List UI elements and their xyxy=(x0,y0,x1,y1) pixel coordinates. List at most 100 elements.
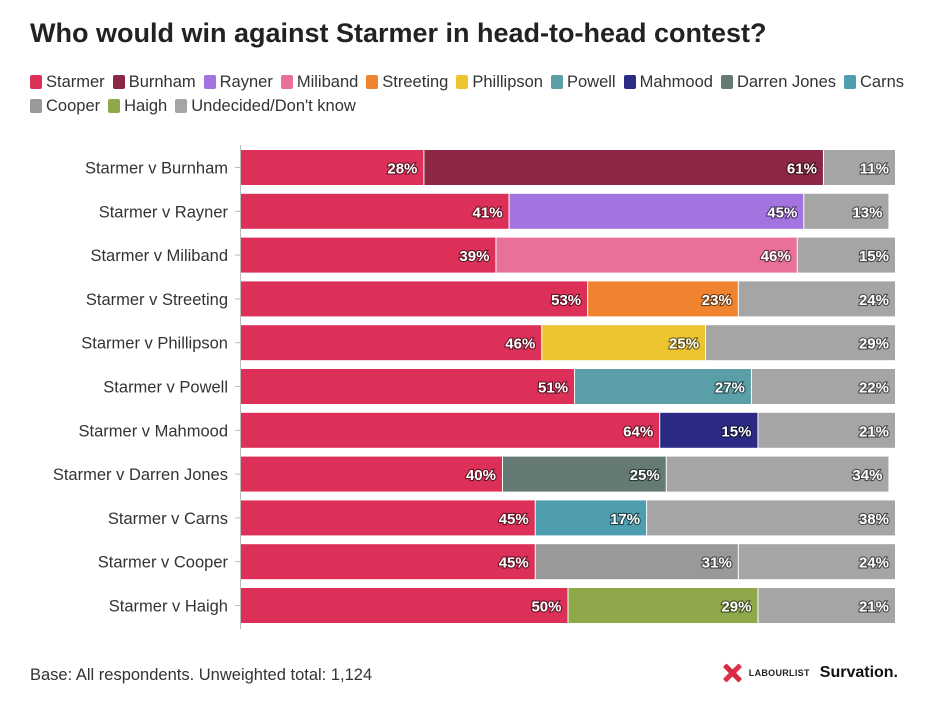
data-label: 11% xyxy=(860,161,889,178)
bar-segment xyxy=(241,193,509,229)
bar-segment xyxy=(804,193,889,229)
bar-segment xyxy=(535,500,647,536)
legend-label: Darren Jones xyxy=(736,72,837,91)
legend-label: Cooper xyxy=(46,96,101,115)
labourlist-logo-icon xyxy=(721,662,743,684)
data-label: 25% xyxy=(630,467,660,484)
legend-swatch xyxy=(844,75,857,89)
bar-segment xyxy=(241,500,535,536)
legend-item: Darren Jones xyxy=(720,72,837,92)
legend-label: Carns xyxy=(860,72,905,91)
bar-segment xyxy=(666,456,889,492)
category-label: Starmer v Darren Jones xyxy=(53,466,228,484)
legend-swatch xyxy=(366,75,379,89)
legend-swatch xyxy=(280,75,293,89)
data-label: 50% xyxy=(531,599,561,616)
bar-segment xyxy=(647,500,895,536)
bar-segment xyxy=(823,150,895,185)
legend-item: Miliband xyxy=(280,72,359,92)
data-label: 21% xyxy=(859,599,889,616)
labourlist-logo-text: LABOURLIST xyxy=(748,668,810,678)
legend-swatch xyxy=(30,75,42,89)
data-label: 40% xyxy=(466,467,496,484)
bar-segment xyxy=(535,544,738,580)
bar-segment xyxy=(424,150,823,185)
legend-item: Powell xyxy=(550,72,616,92)
bar-segment xyxy=(241,588,568,623)
category-label: Starmer v Rayner xyxy=(99,203,229,221)
data-label: 61% xyxy=(787,161,817,178)
legend-swatch xyxy=(456,75,469,89)
bar-segment xyxy=(738,281,895,317)
category-label: Starmer v Burnham xyxy=(85,160,228,178)
data-label: 45% xyxy=(767,204,797,221)
category-label: Starmer v Miliband xyxy=(90,247,228,265)
legend-swatch xyxy=(175,99,188,113)
bar-segment xyxy=(241,456,502,492)
legend-label: Rayner xyxy=(219,72,273,91)
data-label: 51% xyxy=(538,380,568,397)
bar-segment xyxy=(241,281,588,317)
logos: LABOURLIST Survation. xyxy=(721,662,898,684)
chart-title: Who would win against Starmer in head-to… xyxy=(30,18,767,48)
data-label: 24% xyxy=(859,555,889,572)
bar-segment xyxy=(241,544,535,580)
legend-label: Streeting xyxy=(382,72,449,91)
base-note: Base: All respondents. Unweighted total:… xyxy=(30,666,373,684)
legend-item: Mahmood xyxy=(623,72,713,92)
category-label: Starmer v Phillipson xyxy=(81,335,228,353)
bar-segment xyxy=(509,193,804,229)
data-label: 46% xyxy=(505,336,535,353)
category-label: Starmer v Mahmood xyxy=(79,422,228,440)
bar-segment xyxy=(588,281,738,317)
legend-label: Haigh xyxy=(124,96,168,115)
data-label: 45% xyxy=(499,555,529,572)
data-label: 28% xyxy=(387,161,417,178)
data-label: 29% xyxy=(721,599,751,616)
legend-swatch xyxy=(30,99,42,113)
legend-label: Miliband xyxy=(296,72,359,91)
bar-segment xyxy=(568,588,758,623)
data-label: 45% xyxy=(499,511,529,528)
data-label: 53% xyxy=(551,292,581,309)
data-label: 17% xyxy=(610,511,640,528)
bar-segment xyxy=(706,325,895,361)
bar-segment xyxy=(542,325,706,361)
legend-label: Burnham xyxy=(128,72,196,91)
data-label: 15% xyxy=(721,423,751,440)
bar-segment xyxy=(738,544,895,580)
legend-label: Phillipson xyxy=(472,72,543,91)
legend-swatch xyxy=(112,75,125,89)
data-label: 38% xyxy=(859,511,889,528)
category-label: Starmer v Carns xyxy=(108,510,228,528)
legend-item: Streeting xyxy=(366,72,448,92)
legend-item: Burnham xyxy=(112,72,196,92)
legend-swatch xyxy=(623,75,636,89)
bar-segment xyxy=(241,325,542,361)
bar-segment xyxy=(503,456,666,492)
data-label: 24% xyxy=(859,292,889,309)
category-label: Starmer v Cooper xyxy=(98,554,229,572)
chart-legend: Starmer Burnham Rayner Miliband Streeting Phi… xyxy=(30,72,910,116)
data-label: 22% xyxy=(859,380,889,397)
data-label: 29% xyxy=(859,336,889,353)
data-label: 64% xyxy=(623,423,653,440)
data-label: 41% xyxy=(473,204,503,221)
category-label: Starmer v Streeting xyxy=(86,291,228,309)
bar-segment xyxy=(751,369,895,404)
data-label: 13% xyxy=(852,204,882,221)
bar-segment xyxy=(241,150,424,185)
bar-segment xyxy=(241,412,660,448)
data-label: 46% xyxy=(761,248,791,265)
legend-item: Starmer xyxy=(30,72,105,92)
bar-segment xyxy=(797,237,895,273)
legend-item: Carns xyxy=(844,72,904,92)
category-label: Starmer v Powell xyxy=(103,379,228,397)
data-label: 15% xyxy=(859,248,889,265)
bar-segment xyxy=(241,369,575,404)
legend-item: Undecided/Don't know xyxy=(175,96,356,116)
legend-label: Undecided/Don't know xyxy=(191,96,356,115)
legend-item: Haigh xyxy=(108,96,167,116)
legend-swatch xyxy=(108,99,121,113)
